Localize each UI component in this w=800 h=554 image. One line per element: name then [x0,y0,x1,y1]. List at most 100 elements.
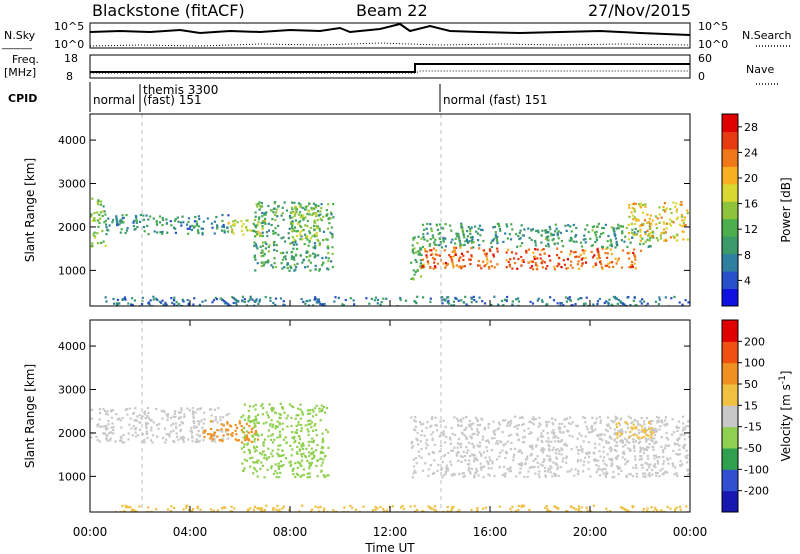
velocity-colorbar-cell-0 [722,490,738,513]
velocity-colorbar-frame [721,319,739,513]
nsky-underline: ______ [1,39,33,50]
power-colorbar-cell-2 [722,253,738,272]
power-colorbar-label-2: 12 [744,223,758,236]
power-echo-band-8 [627,201,690,242]
power-ytick-label-3: 4000 [58,134,86,147]
power-colorbar-cell-8 [722,148,738,167]
velocity-colorbar-cell-2 [722,448,738,470]
velocity-colorbar-label-1: 100 [744,357,765,370]
x-tick-label-3: 12:00 [373,525,408,539]
cpid-segment-label-2: normal (fast) 151 [443,93,547,107]
freq-panel: Freq. [MHz] 18 8 60 0 Nave [4,52,780,85]
freq-label: Freq. [12,53,39,66]
velocity-colorbar-label-0: 200 [744,335,765,348]
power-frame [89,113,691,307]
freq-units: [MHz] [4,66,36,79]
velocity-colorbar-cell-1 [722,469,738,492]
power-colorbar-cell-7 [722,166,738,185]
power-echo-band-5 [410,235,425,281]
power-ytick-label-0: 1000 [58,264,86,277]
power-panel: 1000 2000 3000 4000 Slant Range [km] 4 8 12 16… [23,113,793,307]
power-ylabel: Slant Range [km] [23,158,37,262]
velocity-ytick-label-0: 1000 [58,470,86,483]
velocity-colorbar-label-3: 15 [744,399,758,412]
power-colorbar-cell-6 [722,183,738,202]
freq-tick-top: 18 [64,52,78,65]
nsearch-trace [89,42,691,47]
power-echo-band-7 [421,222,655,249]
power-colorbar-cell-10 [722,114,738,132]
x-tick-label-5: 20:00 [573,525,608,539]
power-colorbar-label-6: 28 [744,121,758,134]
velocity-colorbar-cell-7 [722,341,738,364]
velocity-colorbar-cell-4 [722,405,738,428]
velocity-panel: 1000 2000 3000 4000 Slant Range [km] 200 100… [23,319,793,513]
velocity-echo-band-2 [240,402,330,479]
x-tick-label-6: 00:00 [673,525,708,539]
beam-title: Beam 22 [356,1,428,20]
power-colorbar-cell-1 [722,271,738,290]
power-colorbar-label-1: 8 [744,249,751,262]
power-ytick-label-1: 2000 [58,221,86,234]
nave-label: Nave [746,63,774,76]
power-ytick-label-2: 3000 [58,178,86,191]
velocity-colorbar-cell-5 [722,384,738,406]
cpid-segment-label-0: normal [93,93,135,107]
power-colorbar-cell-0 [722,288,738,307]
nsky-tick-bottom: 10^0 [54,38,84,51]
velocity-colorbar-cell-8 [722,320,738,342]
power-colorbar-label-5: 24 [744,146,758,159]
power-colorbar-frame [721,113,739,307]
freq-trace [90,63,690,73]
power-colorbar-cell-4 [722,218,738,237]
power-colorbar-label-4: 20 [744,172,758,185]
x-tick-label-0: 00:00 [73,525,108,539]
velocity-echo-band-5 [114,504,690,512]
x-tick-label-1: 04:00 [173,525,208,539]
nsky-panel: N.Sky ______ 10^5 10^0 10^5 10^0 N.Searc… [1,20,792,51]
nsearch-tick-bottom: 10^0 [698,38,728,51]
nsky-tick-top: 10^5 [54,20,84,33]
velocity-colorbar-label-4: -15 [744,421,762,434]
velocity-colorbar-cell-6 [722,362,738,385]
x-tick-label-2: 08:00 [273,525,308,539]
velocity-colorbar-label-5: -50 [744,442,762,455]
nave-trace [90,70,690,74]
station-title: Blackstone (fitACF) [92,1,245,20]
x-tick-label-4: 16:00 [473,525,508,539]
freq-tick-bottom: 8 [66,70,73,83]
cpid-panel: CPID normal themis 3300(fast) 151 normal (… [8,82,547,112]
velocity-ylabel: Slant Range [km] [23,364,37,468]
velocity-colorbar-label-7: -200 [744,485,769,498]
velocity-colorbar-cell-3 [722,426,738,449]
nsky-trace [89,22,691,36]
velocity-ytick-label-1: 2000 [58,427,86,440]
nsearch-tick-top: 10^5 [698,20,728,33]
nave-tick-bottom: 0 [698,70,705,83]
power-colorbar-cell-5 [722,201,738,220]
cpid-label: CPID [8,92,37,105]
velocity-echo-band-1 [202,420,260,444]
power-colorbar-cell-9 [722,131,738,150]
nsearch-label: N.Search [742,29,792,42]
power-colorbar-label: Power [dB] [779,177,793,242]
power-echo-band-4 [290,205,325,241]
velocity-ytick-label-2: 3000 [58,384,86,397]
cpid-segment-label-1: themis 3300 [143,83,218,97]
nsky-label: N.Sky [4,29,36,42]
nave-tick-top: 60 [698,52,712,65]
power-echo-band-3 [252,200,335,272]
power-echo-band-0 [90,197,107,248]
power-colorbar-cell-3 [722,236,738,255]
power-echo-band-6 [420,246,643,271]
velocity-echo-band-0 [90,406,230,444]
date-title: 27/Nov/2015 [588,1,691,20]
cpid-segment-label2-1: (fast) 151 [143,93,202,107]
velocity-colorbar-label: Velocity [m s-1] [778,371,793,462]
velocity-ytick-label-3: 4000 [58,340,86,353]
velocity-echo-band-3 [410,415,690,479]
velocity-echo-band-4 [615,420,655,439]
power-colorbar-label-0: 4 [744,274,751,287]
power-echo-band-2 [227,219,267,238]
